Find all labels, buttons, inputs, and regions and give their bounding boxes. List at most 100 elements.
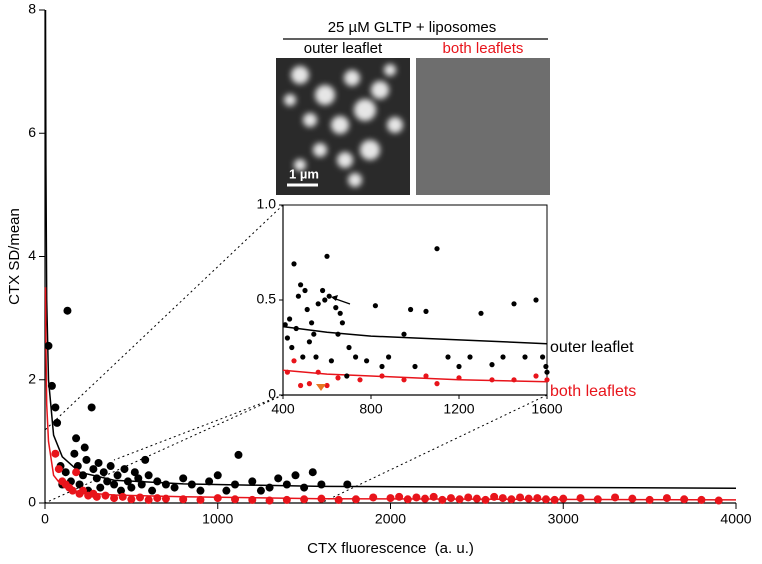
zoom-line (320, 394, 548, 504)
point (498, 494, 507, 503)
point (434, 246, 440, 252)
point (304, 306, 310, 313)
point (134, 474, 143, 483)
point (265, 483, 274, 492)
point (346, 344, 352, 351)
point (322, 297, 328, 303)
point (136, 493, 145, 502)
point (576, 494, 585, 503)
point (543, 363, 549, 370)
point (101, 491, 110, 500)
point (524, 494, 533, 503)
point (47, 381, 56, 390)
point (73, 462, 82, 471)
point (300, 483, 309, 492)
point (593, 495, 602, 504)
zoom-line (44, 394, 284, 504)
fit-line (44, 9, 737, 489)
point (53, 418, 62, 427)
point (106, 462, 115, 471)
point (127, 495, 136, 504)
point (306, 381, 312, 387)
point (339, 320, 345, 326)
y-axis-label: CTX SD/mean (6, 208, 23, 305)
x-tick-label: 0 (41, 511, 49, 527)
point (120, 465, 129, 474)
point (282, 480, 291, 489)
point (96, 483, 105, 492)
point (412, 493, 421, 502)
point (446, 494, 455, 503)
point (144, 495, 153, 504)
point (489, 362, 495, 368)
annotation-marker (316, 384, 326, 391)
point (274, 474, 283, 483)
point (464, 493, 473, 502)
point (291, 471, 300, 480)
point (94, 458, 103, 467)
point (72, 434, 81, 443)
point (222, 486, 231, 495)
point (445, 354, 451, 360)
point (89, 465, 98, 474)
point (308, 468, 317, 477)
point (298, 382, 304, 389)
point (51, 449, 60, 458)
x-tick-label: 1000 (202, 511, 233, 527)
point (103, 477, 112, 486)
point (87, 403, 96, 412)
point (118, 492, 127, 501)
zoom-lines (44, 204, 548, 504)
point (511, 377, 517, 383)
point (44, 341, 53, 350)
point (70, 449, 79, 458)
series-label: both leaflets (550, 383, 636, 400)
point (403, 495, 412, 504)
point (99, 468, 108, 477)
point (148, 486, 157, 495)
point (282, 322, 288, 328)
point (144, 471, 153, 480)
point (423, 373, 429, 379)
point (540, 354, 546, 360)
y-tick-label: 0 (268, 386, 276, 402)
point (213, 471, 222, 480)
x-axis-label: CTX fluorescence (a. u.) (307, 540, 474, 557)
point (80, 443, 89, 452)
point (533, 373, 539, 379)
point (282, 495, 291, 504)
point (455, 495, 464, 504)
point (295, 293, 301, 299)
x-tick-label: 2000 (375, 511, 406, 527)
point (379, 373, 385, 379)
y-tick-label: 0 (28, 494, 36, 510)
point (423, 308, 429, 314)
point (544, 377, 550, 383)
point (298, 282, 304, 288)
point (697, 495, 706, 504)
panel-label: outer leaflet (304, 40, 383, 57)
point (79, 486, 88, 495)
point (196, 495, 205, 504)
point (248, 495, 257, 504)
point (611, 493, 620, 502)
point (313, 354, 319, 360)
point (317, 480, 326, 489)
point (533, 494, 542, 503)
zoom-line (44, 204, 284, 431)
point (533, 297, 539, 303)
point (287, 316, 293, 322)
point (500, 354, 506, 360)
point (75, 480, 84, 489)
point (187, 480, 196, 489)
point (234, 450, 243, 459)
point (456, 363, 462, 370)
point (123, 477, 132, 486)
point (54, 465, 63, 474)
point (478, 310, 484, 316)
y-tick-label: 6 (28, 124, 36, 140)
point (522, 354, 528, 360)
point (110, 494, 119, 503)
zoom-line (113, 394, 284, 461)
